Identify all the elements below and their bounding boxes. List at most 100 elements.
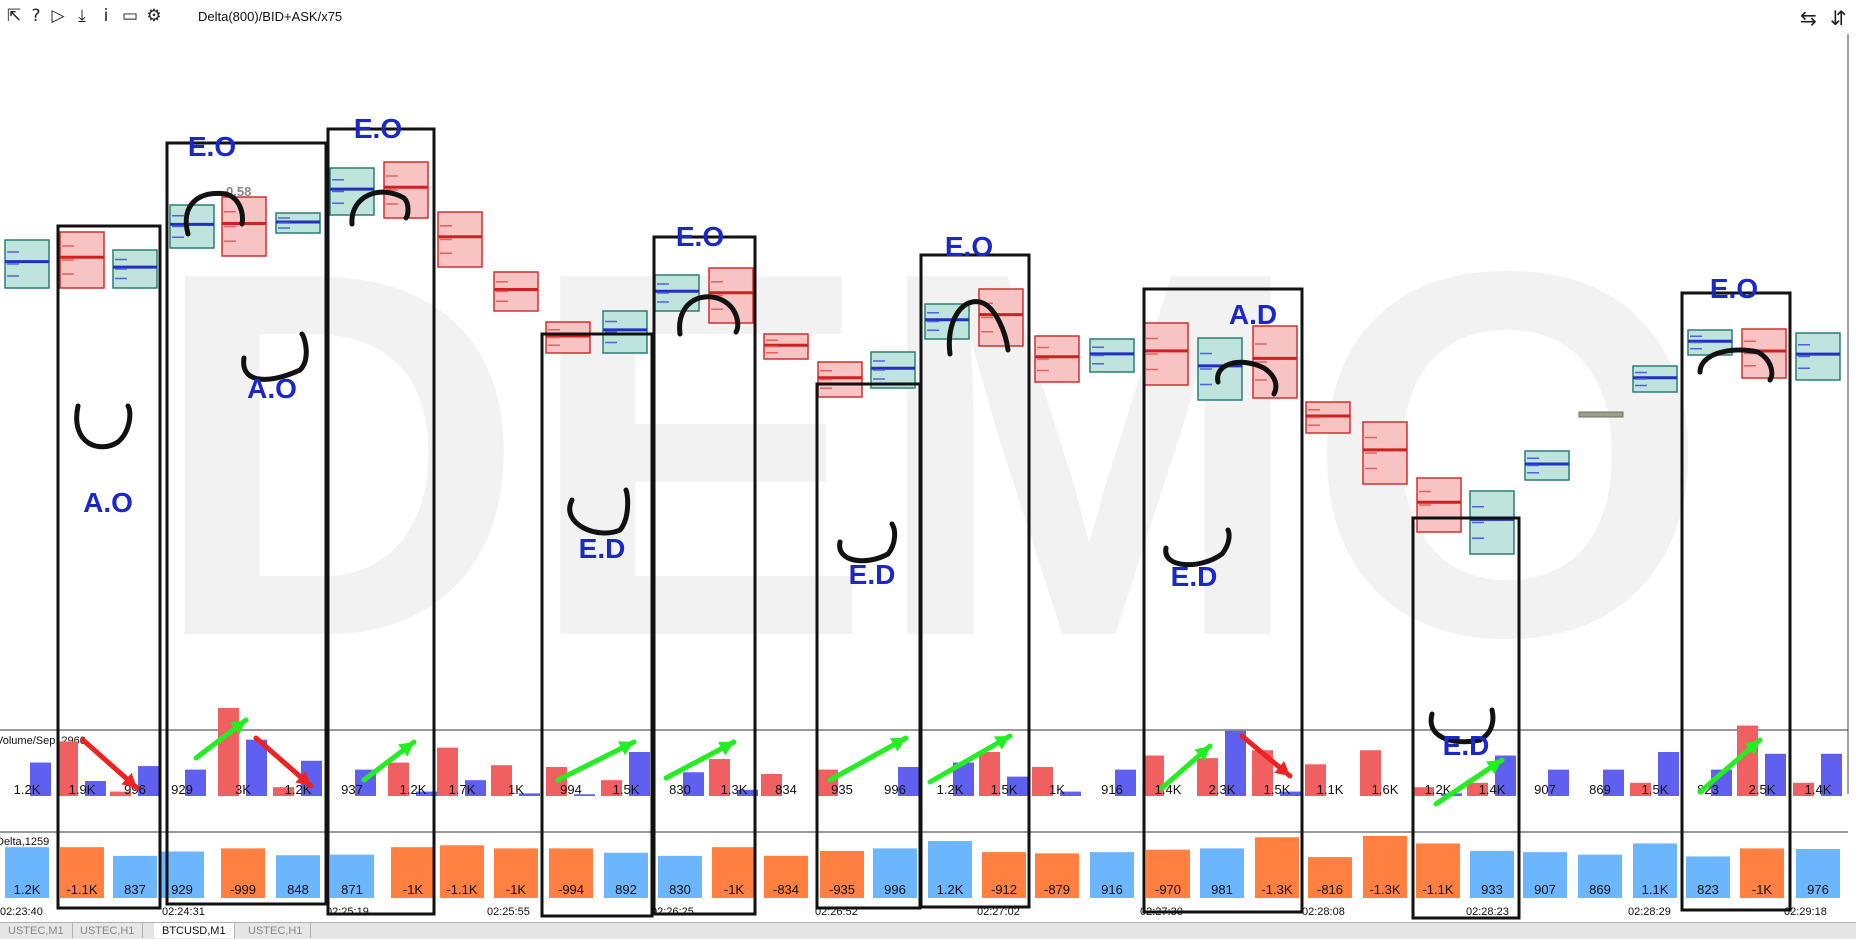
candle-body	[329, 167, 375, 216]
bearish-candle	[1416, 477, 1462, 533]
time-label: 02:26:25	[651, 906, 694, 918]
play-icon[interactable]: ▷	[51, 6, 65, 26]
cursor-icon[interactable]: ⇱	[6, 6, 22, 26]
bearish-candle	[1143, 322, 1189, 386]
delta-bar	[820, 850, 864, 898]
volume-value: 1.7K	[449, 782, 476, 797]
time-label: 02:28:29	[1628, 906, 1671, 918]
delta-bar	[1740, 848, 1784, 898]
candle-body	[1305, 401, 1351, 434]
chart-area[interactable]: DEMO 0.58 Volume/Sep.,2960 Delta,1259 1.…	[0, 34, 1856, 922]
green-arrow	[1697, 737, 1763, 795]
info-icon[interactable]: i	[103, 6, 109, 26]
watermark: DEMO	[150, 164, 1710, 745]
download-icon[interactable]: ⤓	[78, 6, 86, 26]
volume-value: 869	[1589, 782, 1611, 797]
scale-icon[interactable]: ⇵	[1830, 6, 1847, 30]
delta-bar	[276, 855, 320, 898]
volume-bar-buy	[138, 766, 159, 796]
annotation-label: A.O	[247, 373, 297, 404]
tab-btcusd-m1[interactable]: BTCUSD,M1	[154, 923, 235, 938]
bearish-candle	[1252, 325, 1298, 399]
delta-bar	[1035, 853, 1079, 898]
curl-arrow	[1163, 527, 1232, 568]
delta-bar	[1146, 849, 1190, 898]
delta-bar	[113, 855, 157, 898]
annotation-label: E.O	[945, 231, 993, 262]
volume-bar-sell	[1197, 758, 1218, 796]
delta-bar	[1090, 852, 1134, 898]
annotation-box	[56, 224, 162, 910]
volume-bar-buy	[185, 769, 206, 796]
swap-icon[interactable]: ⇆	[1800, 6, 1817, 30]
volume-bar-buy	[737, 789, 758, 796]
curl-arrow	[1697, 347, 1775, 383]
volume-bar-buy	[629, 752, 650, 796]
volume-value: 1.5K	[991, 782, 1018, 797]
bullish-candle	[329, 167, 375, 216]
bullish-candle	[169, 204, 215, 249]
volume-value: 935	[831, 782, 853, 797]
delta-value: 823	[1697, 882, 1719, 897]
curl-arrow	[74, 403, 133, 450]
volume-value: 1K	[508, 782, 524, 797]
delta-value: -1.1K	[446, 882, 477, 897]
green-arrow	[1159, 743, 1213, 791]
time-label: 02:28:08	[1302, 906, 1345, 918]
annotation-boxes	[56, 127, 1792, 920]
curl-arrow	[677, 294, 741, 337]
annotation-box	[919, 253, 1031, 909]
volume-value: 1.3K	[721, 782, 748, 797]
volume-bar-sell	[437, 747, 458, 796]
volume-bar-sell	[57, 741, 78, 796]
volume-bar-buy	[85, 781, 106, 796]
delta-value: -1K	[724, 882, 745, 897]
volume-bar-sell	[1360, 750, 1381, 796]
symbol-tabs: USTEC,M1 USTEC,H1 BTCUSD,M1 USTEC,H1	[0, 922, 1856, 939]
time-label: 02:27:02	[977, 906, 1020, 918]
delta-bar	[1578, 854, 1622, 898]
volume-bar-sell	[1252, 750, 1273, 796]
volume-bar-buy	[416, 791, 437, 796]
delta-value: 981	[1211, 882, 1233, 897]
tab-ustec-m1[interactable]: USTEC,M1	[0, 923, 73, 938]
delta-bar	[604, 852, 648, 898]
volume-bar-buy	[1225, 730, 1246, 796]
volume-bar-sell	[601, 780, 622, 796]
gear-icon[interactable]: ⚙	[146, 6, 162, 26]
delta-bar	[494, 848, 538, 898]
curl-arrow	[1428, 707, 1496, 745]
annotation-label: E.D	[849, 559, 896, 590]
delta-value: 996	[884, 882, 906, 897]
help-icon[interactable]: ?	[31, 6, 41, 26]
volume-bar-sell	[1413, 787, 1434, 796]
volume-value: 2.5K	[1749, 782, 1776, 797]
bearish-candle	[59, 231, 105, 289]
delta-bar	[873, 848, 917, 898]
volume-bar-sell	[110, 791, 131, 796]
curl-arrow	[183, 190, 245, 237]
volume-value: 1.4K	[1805, 782, 1832, 797]
volume-bar-sell	[709, 759, 730, 796]
delta-bar	[1200, 848, 1244, 898]
tab-ustec-h1[interactable]: USTEC,H1	[72, 923, 144, 938]
bullish-candle	[602, 310, 648, 354]
delta-value: -879	[1044, 882, 1070, 897]
delta-value: 848	[287, 882, 309, 897]
delta-value: 869	[1589, 882, 1611, 897]
chart-icon[interactable]: ▭	[121, 6, 139, 26]
delta-value: 976	[1807, 882, 1829, 897]
volume-value: 907	[1534, 782, 1556, 797]
tab-ustec-h1[interactable]: USTEC,H1	[240, 923, 312, 938]
volume-value: 2.3K	[1209, 782, 1236, 797]
bullish-candle	[654, 274, 700, 312]
volume-value: 1.6K	[1372, 782, 1399, 797]
delta-bar	[1416, 843, 1460, 898]
green-arrow	[555, 739, 637, 783]
delta-value: 1.1K	[1642, 882, 1669, 897]
volume-bar-sell	[1305, 764, 1326, 796]
volume-bar-buy	[465, 780, 486, 796]
annotation-box	[1142, 287, 1304, 914]
annotation-box	[1680, 291, 1792, 912]
delta-value: 830	[669, 882, 691, 897]
